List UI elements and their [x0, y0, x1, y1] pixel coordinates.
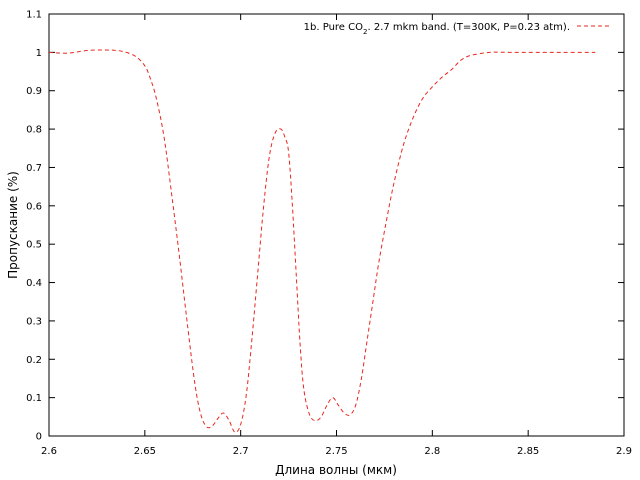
plot-frame [48, 13, 625, 437]
x-tick-label: 2.85 [517, 446, 539, 457]
y-tick-label: 0.9 [26, 86, 42, 97]
y-tick-label: 1.1 [26, 10, 42, 21]
series-line-0 [48, 49, 596, 433]
y-tick-label: 1 [36, 48, 42, 59]
x-axis-label: Длина волны (мкм) [275, 463, 397, 477]
y-tick-label: 0 [36, 432, 42, 443]
x-tick-label: 2.75 [325, 446, 347, 457]
y-tick-label: 0.1 [26, 393, 42, 404]
y-tick-label: 0.2 [26, 355, 42, 366]
y-tick-label: 0.3 [26, 316, 42, 327]
y-tick-label: 0.7 [26, 163, 42, 174]
x-tick-label: 2.9 [616, 446, 632, 457]
axis-ticks: 2.6 2.65 2.7 2.75 2.8 2.85 2.9 0 0.1 0.2 0.3 0.4 0.5… [26, 10, 632, 458]
y-tick-label: 0.5 [26, 240, 42, 251]
x-tick-label: 2.7 [233, 446, 249, 457]
x-tick-label: 2.8 [424, 446, 440, 457]
x-tick-label: 2.6 [41, 446, 57, 457]
series-layer [48, 49, 596, 433]
y-tick-label: 0.6 [26, 201, 42, 212]
x-tick-label: 2.65 [134, 446, 156, 457]
legend: 1b. Pure CO2. 2.7 mkm band. (T=300K, P=0… [304, 22, 611, 36]
y-axis-label: Пропускание (%) [6, 171, 20, 279]
legend-label: 1b. Pure CO2. 2.7 mkm band. (T=300K, P=0… [304, 22, 570, 36]
y-tick-label: 0.4 [26, 278, 42, 289]
y-tick-label: 0.8 [26, 125, 42, 136]
